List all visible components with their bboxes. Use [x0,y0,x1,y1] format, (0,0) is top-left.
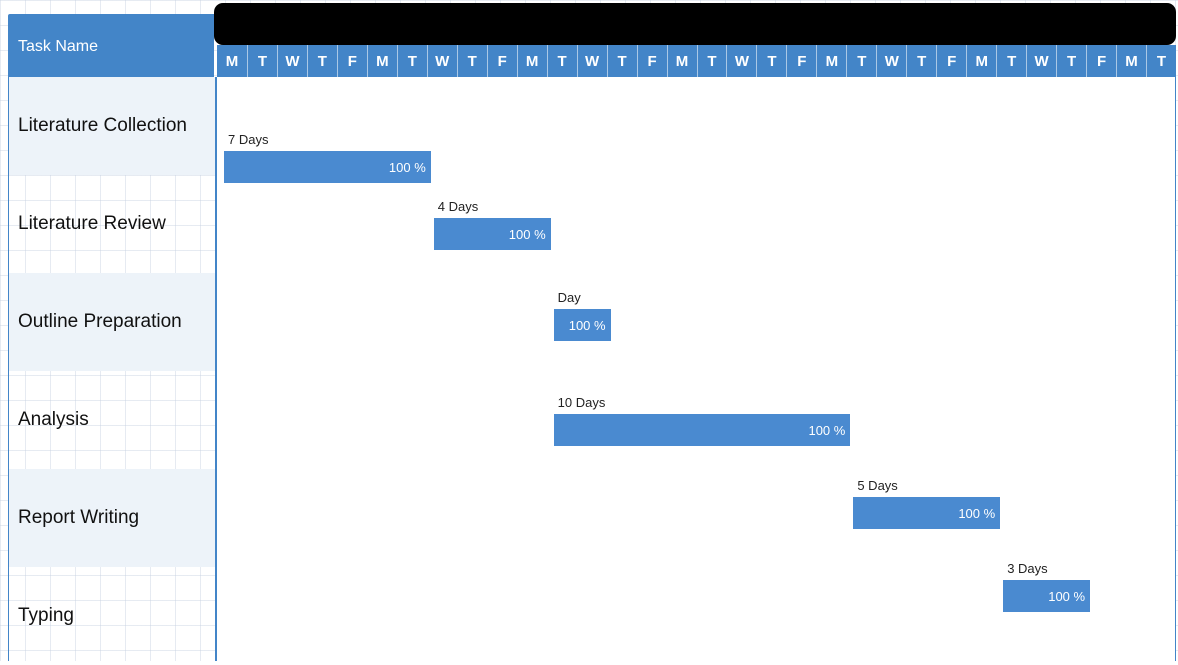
day-tick-label: T [846,45,876,77]
day-tick-label: T [246,45,277,77]
day-tick-label: W [426,45,457,77]
day-tick-label: T [606,45,637,77]
day-tick-label: T [696,45,727,77]
day-tick-label: W [876,45,906,77]
day-tick-label: W [1026,45,1056,77]
task-bar[interactable]: 100 % [1003,580,1091,612]
duration-label: 4 Days [437,199,479,214]
day-tick-label: M [225,52,239,70]
task-bar[interactable]: 100 % [224,151,431,183]
progress-label: 100 % [508,226,546,242]
day-tick-label: T [1056,45,1086,77]
progress-label: 100 % [958,505,996,521]
day-tick-label: M [966,45,996,77]
day-tick-label: F [936,45,966,77]
progress-label: 100 % [568,317,606,333]
day-tick-label: M [366,45,397,77]
day-tick-label: M [516,45,547,77]
progress-label: 100 % [808,422,846,438]
task-bar[interactable]: 100 % [853,497,1001,529]
task-row-label: Report Writing [9,469,215,567]
day-tick-label: T [996,45,1026,77]
progress-label: 100 % [388,159,426,175]
task-row-label: Outline Preparation [9,273,215,371]
day-tick-label: T [546,45,577,77]
task-row-label: Literature Collection [9,77,215,175]
task-row-label: Analysis [18,409,89,430]
task-name-header: Task Name [8,14,214,77]
day-tick-label: T [1146,45,1176,77]
duration-label: 3 Days [1007,561,1048,576]
task-row-label: Typing [18,605,74,626]
task-bar[interactable]: 100 % [553,309,611,341]
day-tick-label: M [1116,45,1146,77]
duration-label: Day [557,290,581,305]
task-name-column: Literature Collection Literature Review Ou… [8,77,215,661]
day-tick-label: W [726,45,756,77]
day-tick-label: T [396,45,427,77]
timeline-area: 7 Days 100 % 4 Days 100 % Day 100 % 10 Days 100… [215,77,1176,661]
day-tick-label: W [576,45,607,77]
day-tick-label: F [1086,45,1116,77]
day-tick-label: T [906,45,936,77]
task-row-label: Literature Review [18,213,166,234]
duration-label: 7 Days [228,132,269,147]
day-tick-label: F [786,45,816,77]
day-tick-label: T [306,45,337,77]
day-tick-label: W [276,45,307,77]
day-tick-label: T [756,45,786,77]
task-bar[interactable]: 100 % [433,218,551,250]
chart-title-bar [214,3,1176,45]
duration-label: 5 Days [857,478,898,493]
progress-label: 100 % [1048,588,1086,604]
day-tick-label: F [336,45,367,77]
day-tick-label: T [456,45,487,77]
day-tick-label: M [666,45,697,77]
task-bar[interactable]: 100 % [553,414,851,446]
duration-label: 10 Days [557,395,606,410]
task-name-header-label: Task Name [18,38,99,55]
day-tick-label: M [816,45,846,77]
day-tick-label: F [486,45,517,77]
day-tick-label: F [636,45,667,77]
